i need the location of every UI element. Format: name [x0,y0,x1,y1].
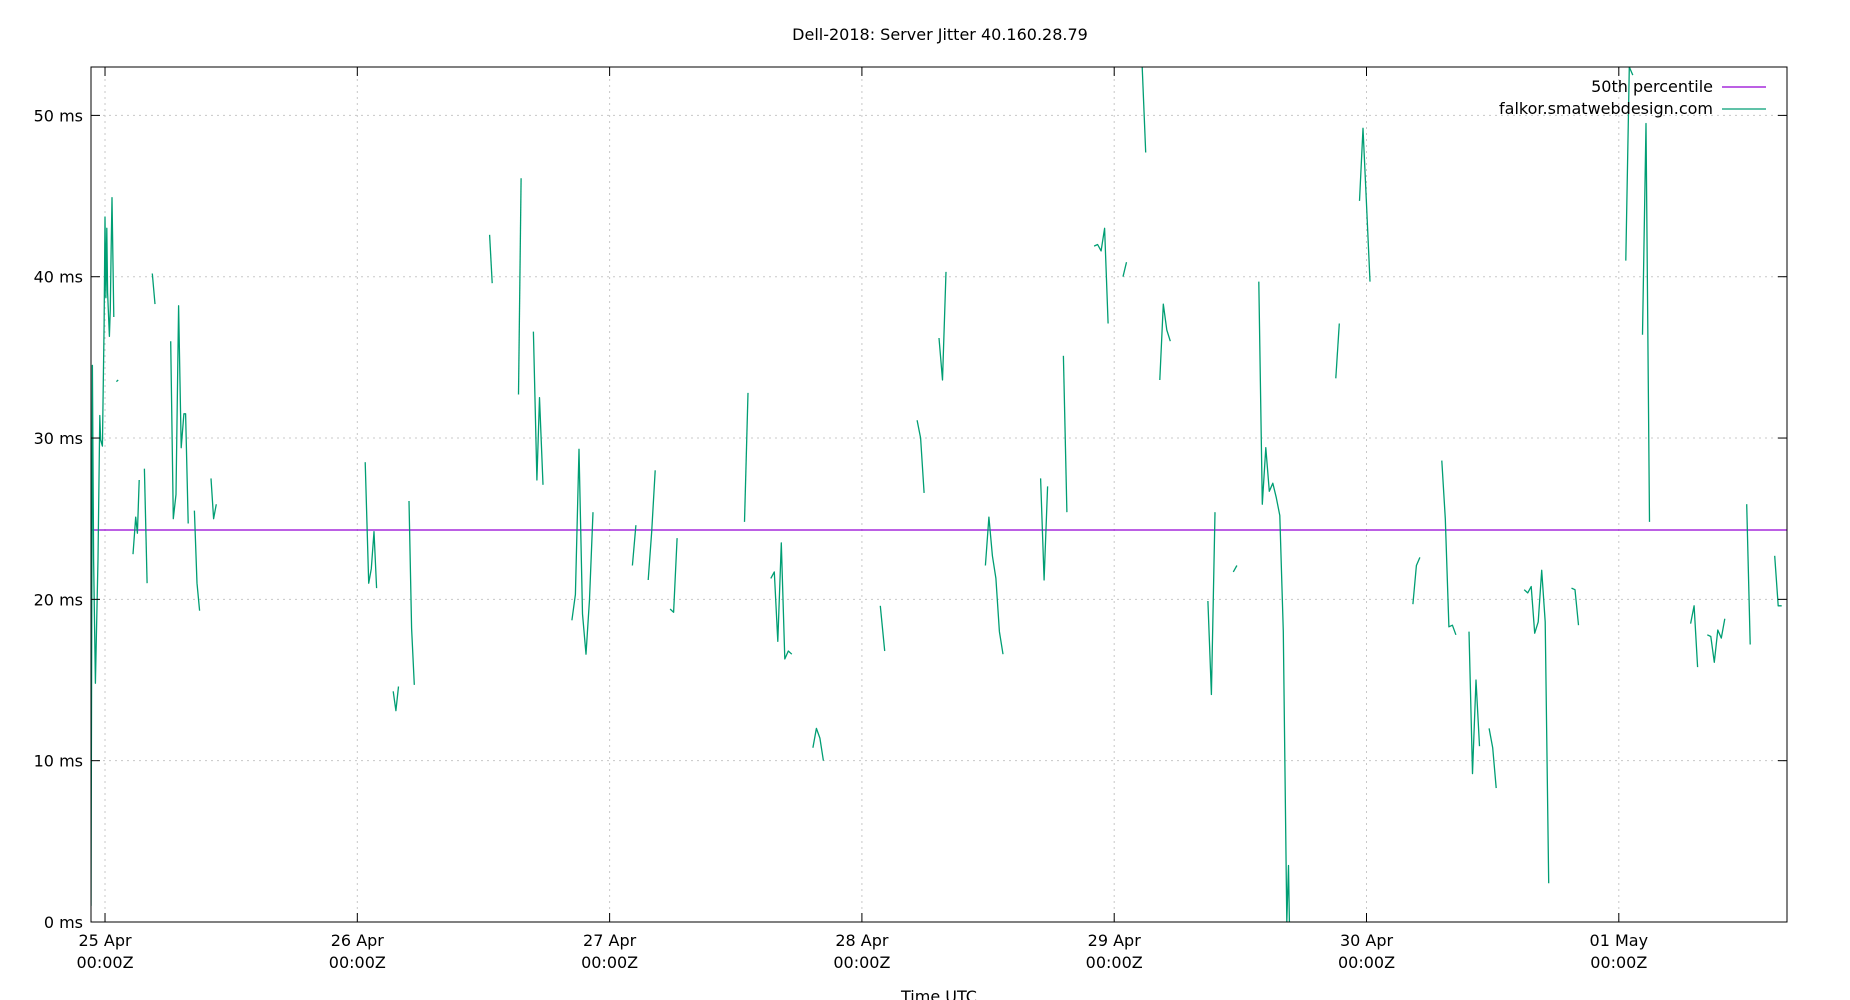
jitter-segment [1141,67,1147,153]
jitter-segment [1039,478,1049,581]
jitter-segment [193,510,201,611]
x-tick-label: 27 Apr [583,931,637,950]
x-axis-label: Time UTC [900,987,977,1000]
x-tick-label: 01 May [1590,931,1649,950]
jitter-segment [1641,122,1651,522]
jitter-segment [647,470,656,581]
series-layer [91,67,1782,922]
jitter-segment [631,525,637,566]
jitter-segment [364,462,378,589]
jitter-segment [1159,303,1171,381]
jitter-segment [210,478,217,520]
x-tick-sublabel: 00:00Z [1338,953,1395,972]
jitter-segment [1468,631,1481,775]
x-tick-sublabel: 00:00Z [329,953,386,972]
jitter-segment [571,448,594,655]
jitter-segment [488,234,493,284]
y-tick-label: 50 ms [34,106,83,125]
jitter-segment [669,538,678,613]
grid [91,67,1787,922]
jitter-segment [91,197,115,906]
legend-label: 50th percentile [1591,77,1713,96]
jitter-segment [532,331,544,485]
jitter-segment [1523,569,1550,884]
y-axis: 0 ms 10 ms 20 ms 30 ms 40 ms 50 ms [34,106,1787,932]
jitter-segment [743,392,749,522]
jitter-segment [1207,512,1216,696]
x-tick-label: 29 Apr [1088,931,1142,950]
jitter-segment [1412,557,1421,605]
chart-title: Dell-2018: Server Jitter 40.160.28.79 [792,25,1088,44]
x-tick-sublabel: 00:00Z [76,953,133,972]
jitter-segment [115,379,119,383]
jitter-segment [1122,262,1128,277]
jitter-segment [770,542,793,660]
jitter-segment [1707,618,1726,663]
y-tick-label: 30 ms [34,429,83,448]
jitter-segment [1441,460,1457,636]
jitter-segment [1258,281,1291,922]
jitter-segment [151,273,156,305]
jitter-segment [1335,323,1340,379]
jitter-segment [879,605,886,652]
jitter-segment [1093,227,1109,324]
x-tick-label: 26 Apr [331,931,385,950]
jitter-segment [408,500,415,685]
jitter-segment [1488,728,1497,789]
x-tick-sublabel: 00:00Z [1086,953,1143,972]
jitter-segment [143,468,148,584]
y-tick-label: 40 ms [34,268,83,287]
jitter-segment [1746,504,1751,645]
jitter-segment [1062,355,1068,513]
y-tick-label: 0 ms [44,913,83,932]
x-tick-sublabel: 00:00Z [581,953,638,972]
jitter-segment [1625,67,1634,261]
x-axis: 25 Apr 00:00Z 26 Apr 00:00Z 27 Apr 00:00Z 28 A… [76,67,1648,972]
jitter-segment [1689,605,1699,668]
legend: 50th percentile falkor.smatwebdesign.com [1499,77,1766,118]
jitter-series [91,67,1782,922]
x-tick-label: 28 Apr [835,931,889,950]
jitter-segment [1774,555,1782,607]
jitter-segment [170,305,189,524]
jitter-segment [517,178,522,395]
jitter-segment [132,479,140,555]
jitter-segment [1571,587,1580,626]
jitter-segment [812,727,825,761]
jitter-segment [938,271,947,381]
x-tick-sublabel: 00:00Z [833,953,890,972]
plot-frame [90,66,1788,923]
jitter-segment [392,686,400,712]
jitter-segment [1358,127,1371,282]
x-tick-sublabel: 00:00Z [1590,953,1647,972]
jitter-segment [916,420,925,493]
x-tick-label: 25 Apr [78,931,132,950]
legend-label: falkor.smatwebdesign.com [1499,99,1713,118]
jitter-segment [984,516,1004,655]
x-tick-label: 30 Apr [1340,931,1394,950]
y-tick-label: 20 ms [34,590,83,609]
jitter-segment [1232,565,1238,573]
y-tick-label: 10 ms [34,752,83,771]
